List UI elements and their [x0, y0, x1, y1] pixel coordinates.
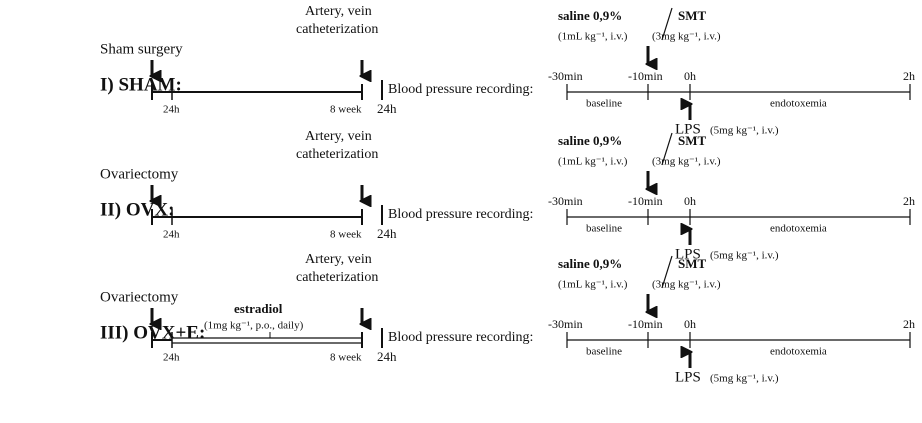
t-2: 2h	[903, 194, 915, 208]
catheter-2: catheterization	[296, 147, 378, 162]
recording: Blood pressure recording:	[388, 207, 533, 222]
surgery: Ovariectomy	[100, 289, 179, 305]
endotoxemia: endotoxemia	[770, 223, 827, 235]
t-rec: 24h	[377, 349, 397, 364]
t-rec: 24h	[377, 226, 397, 241]
smt: SMT	[678, 8, 707, 23]
estradiol: estradiol	[234, 301, 283, 316]
catheter-2: catheterization	[296, 22, 378, 37]
t-2: 2h	[903, 69, 915, 83]
t-0: 0h	[684, 194, 696, 208]
lps-dose: (5mg kg⁻¹, i.v.)	[710, 125, 779, 137]
baseline: baseline	[586, 223, 622, 235]
t-8week: 8 week	[330, 229, 362, 241]
recording: Blood pressure recording:	[388, 330, 533, 345]
smt-dose: (3mg kg⁻¹, i.v.)	[652, 31, 721, 43]
t-m10: -10min	[628, 69, 663, 83]
catheter-1: Artery, vein	[305, 129, 372, 144]
saline-dose: (1mL kg⁻¹, i.v.)	[558, 31, 628, 43]
t-m10: -10min	[628, 194, 663, 208]
lps-dose: (5mg kg⁻¹, i.v.)	[710, 373, 779, 385]
lps: LPS	[675, 121, 701, 137]
endotoxemia: endotoxemia	[770, 98, 827, 110]
baseline: baseline	[586, 346, 622, 358]
catheter-1: Artery, vein	[305, 4, 372, 19]
t-8week: 8 week	[330, 352, 362, 364]
baseline: baseline	[586, 98, 622, 110]
lps: LPS	[675, 246, 701, 262]
t-m30: -30min	[548, 69, 583, 83]
t-0: 0h	[684, 317, 696, 331]
t-2: 2h	[903, 317, 915, 331]
saline: saline 0,9%	[558, 256, 622, 271]
smt: SMT	[678, 133, 707, 148]
saline-dose: (1mL kg⁻¹, i.v.)	[558, 279, 628, 291]
saline: saline 0,9%	[558, 8, 622, 23]
t-m10: -10min	[628, 317, 663, 331]
saline: saline 0,9%	[558, 133, 622, 148]
saline-dose: (1mL kg⁻¹, i.v.)	[558, 156, 628, 168]
t-0: 0h	[684, 69, 696, 83]
t-24h: 24h	[163, 352, 180, 364]
catheter-2: catheterization	[296, 270, 378, 285]
t-24h: 24h	[163, 229, 180, 241]
divider	[661, 7, 673, 41]
smt-dose: (3mg kg⁻¹, i.v.)	[652, 279, 721, 291]
catheter-1: Artery, vein	[305, 252, 372, 267]
endotoxemia: endotoxemia	[770, 346, 827, 358]
recording: Blood pressure recording:	[388, 82, 533, 97]
divider	[661, 255, 673, 289]
surgery: Ovariectomy	[100, 166, 179, 182]
t-m30: -30min	[548, 194, 583, 208]
t-24h: 24h	[163, 104, 180, 116]
t-8week: 8 week	[330, 104, 362, 116]
surgery: Sham surgery	[100, 41, 183, 57]
lps: LPS	[675, 369, 701, 385]
lps-dose: (5mg kg⁻¹, i.v.)	[710, 250, 779, 262]
divider	[661, 132, 673, 166]
smt-dose: (3mg kg⁻¹, i.v.)	[652, 156, 721, 168]
t-m30: -30min	[548, 317, 583, 331]
smt: SMT	[678, 256, 707, 271]
estradiol-dose: (1mg kg⁻¹, p.o., daily)	[204, 320, 304, 332]
t-rec: 24h	[377, 101, 397, 116]
